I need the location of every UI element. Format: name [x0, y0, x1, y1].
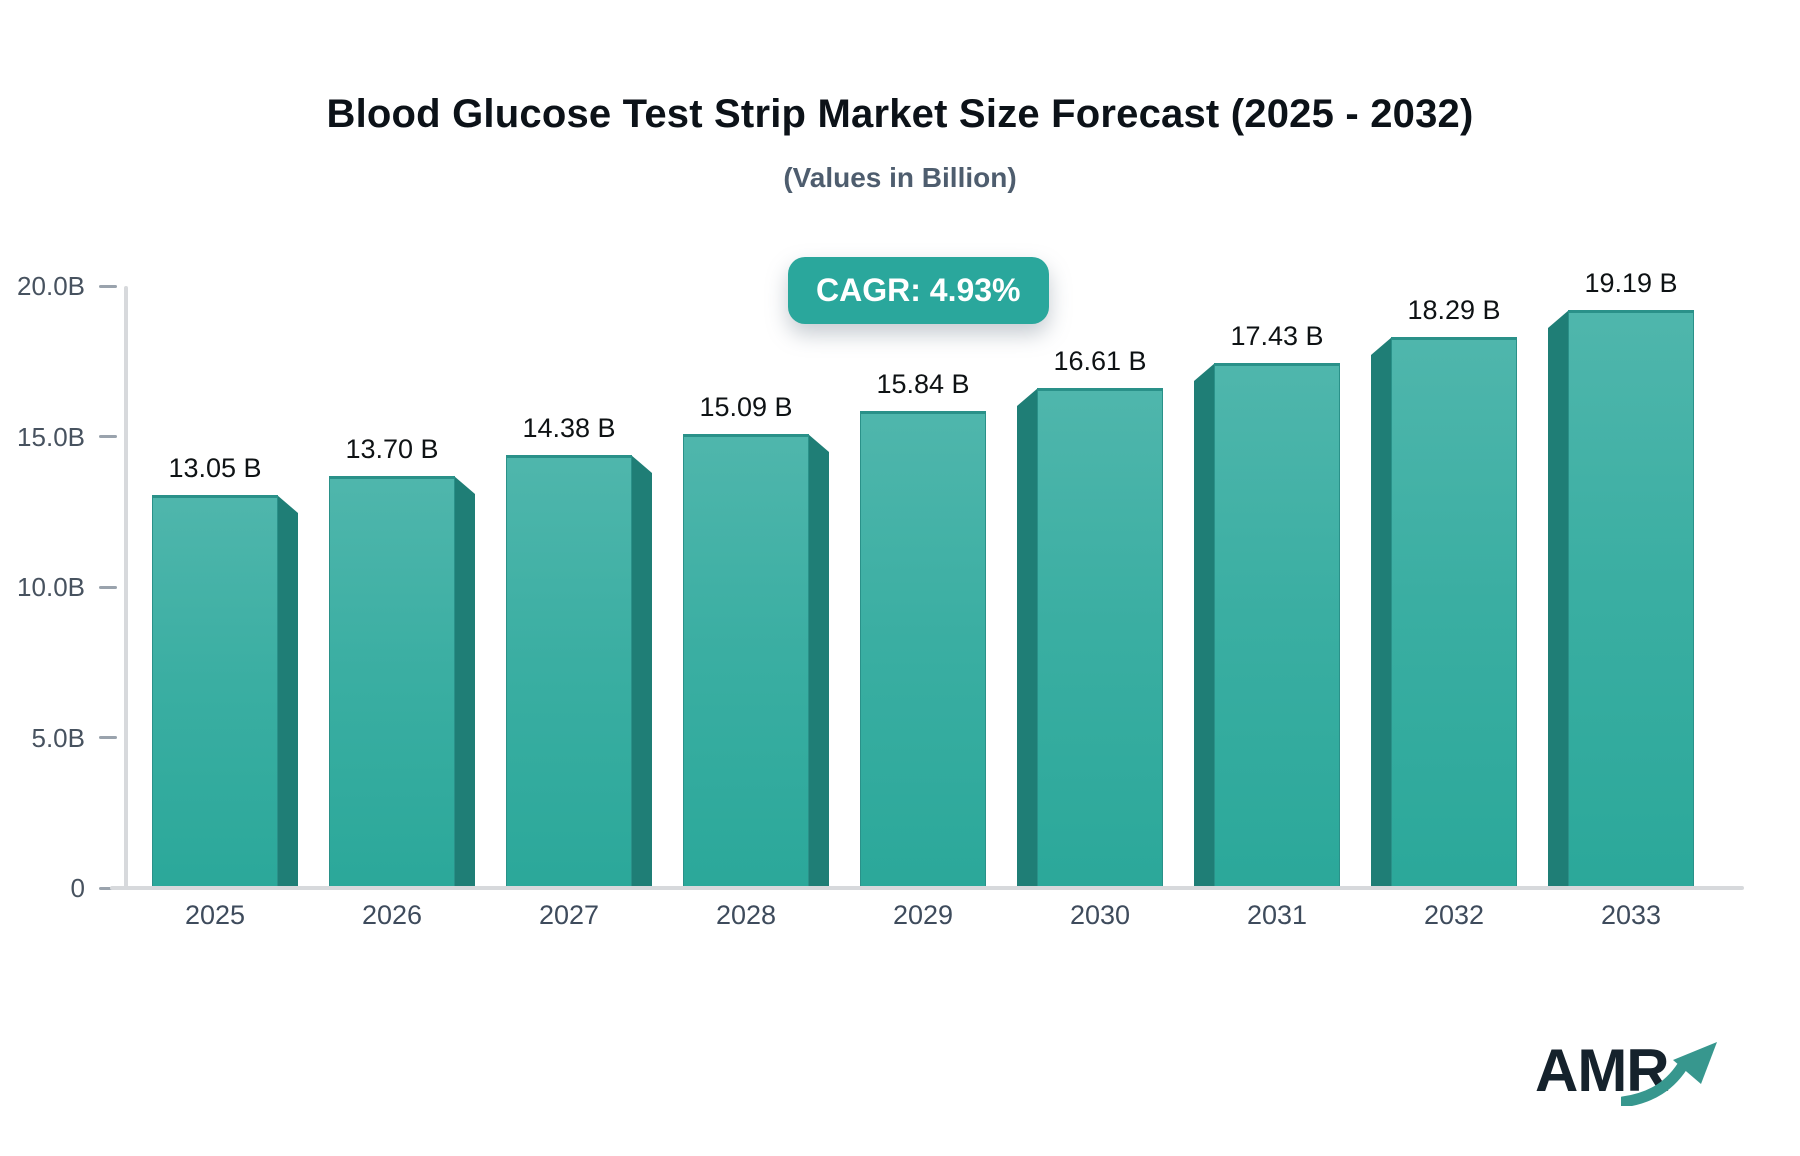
bar-side-face: [277, 495, 298, 888]
y-axis-tick-mark: [99, 886, 117, 890]
bar-2032: [1391, 337, 1517, 888]
bar-side-face: [1548, 310, 1569, 888]
bar-value-label: 17.43 B: [1230, 321, 1324, 351]
bar-2033: [1568, 310, 1694, 888]
chart-title: Blood Glucose Test Strip Market Size For…: [326, 92, 1474, 136]
bar-2028: [683, 434, 809, 888]
bar-value-label: 13.05 B: [168, 453, 262, 483]
y-axis-tick-mark: [99, 435, 117, 438]
y-axis-tick-label: 20.0B: [17, 271, 85, 301]
chart-subtitle: (Values in Billion): [783, 162, 1017, 193]
bar-value-label: 18.29 B: [1407, 295, 1501, 325]
bar-side-face: [808, 434, 829, 888]
y-axis-tick-label: 5.0B: [31, 722, 86, 753]
bar-value-label: 15.09 B: [699, 392, 793, 422]
bar-2026: [329, 476, 455, 888]
bar-side-face: [1194, 363, 1215, 888]
x-axis-label: 2032: [1423, 900, 1485, 930]
bar-value-label: 16.61 B: [1053, 346, 1147, 376]
bar-2029: [860, 411, 986, 888]
x-axis-label: 2031: [1246, 900, 1308, 930]
bar-side-face: [1017, 388, 1038, 888]
bar-value-label: 13.70 B: [345, 434, 439, 464]
bar-2027: [506, 455, 632, 888]
x-axis-label: 2033: [1600, 900, 1662, 930]
bar-value-label: 15.84 B: [876, 369, 970, 399]
growth-arrow-icon: [1621, 1042, 1717, 1106]
x-axis-label: 2026: [361, 900, 423, 930]
x-axis-label: 2025: [184, 900, 246, 930]
amr-logo: AMR: [1535, 1036, 1735, 1126]
bar-side-face: [454, 476, 475, 888]
bar-2030: [1037, 388, 1163, 888]
y-axis-tick-mark: [99, 585, 117, 589]
cagr-label: CAGR: 4.93%: [816, 272, 1021, 308]
y-axis-tick-label: 10.0B: [17, 572, 85, 602]
y-axis-tick-mark: [99, 284, 117, 288]
x-axis-label: 2028: [715, 900, 777, 930]
x-axis-line: [110, 886, 1744, 890]
y-axis-tick-label: 0: [70, 873, 85, 903]
cagr-badge: CAGR: 4.93%: [788, 257, 1049, 324]
bar-side-face: [631, 455, 652, 888]
bar-2025: [152, 495, 278, 888]
bar-2031: [1214, 363, 1340, 888]
bar-value-label: 14.38 B: [522, 413, 616, 443]
y-axis-tick-mark: [99, 736, 117, 739]
y-axis-line: [124, 286, 128, 890]
x-axis-label: 2030: [1069, 900, 1131, 930]
x-axis-label: 2029: [892, 900, 954, 930]
x-axis-label: 2027: [538, 900, 600, 930]
bar-value-label: 19.19 B: [1584, 268, 1678, 298]
y-axis-tick-label: 15.0B: [17, 421, 85, 452]
bar-side-face: [1371, 337, 1392, 888]
